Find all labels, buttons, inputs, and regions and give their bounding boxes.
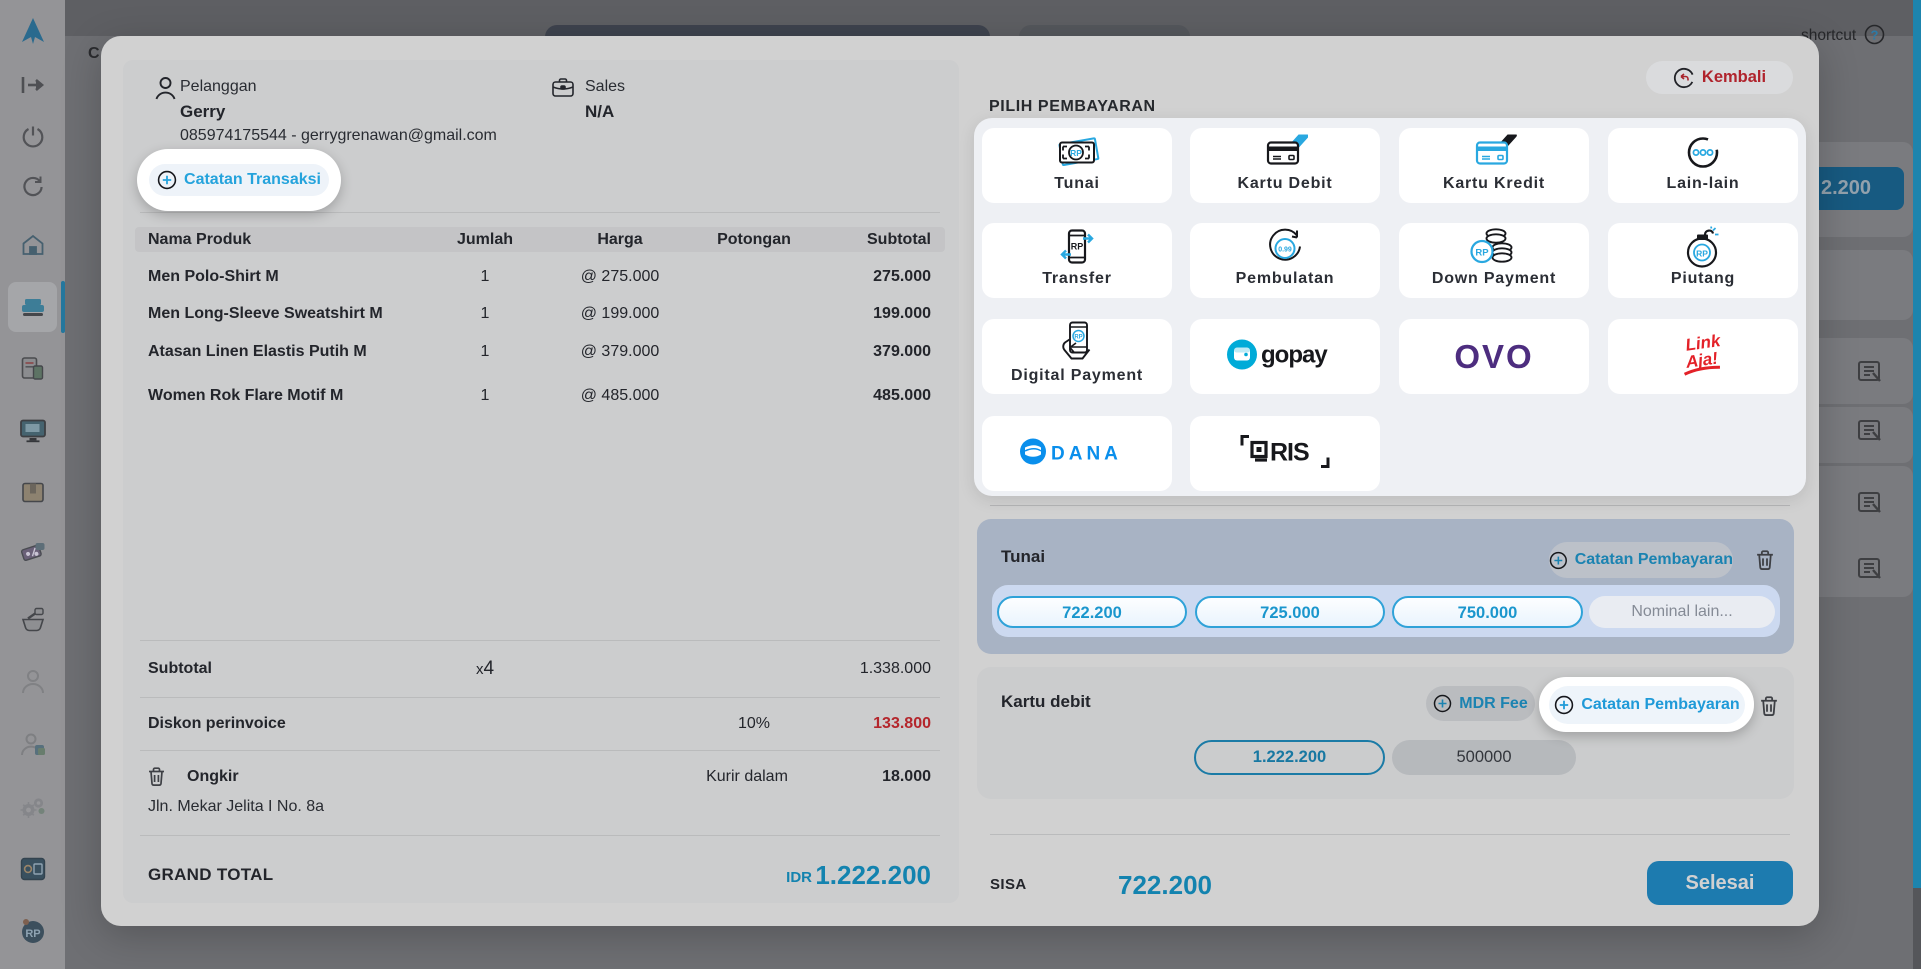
- svg-text:RP: RP: [1074, 335, 1082, 341]
- svg-text:RIS: RIS: [1270, 438, 1309, 466]
- svg-text:RP: RP: [25, 928, 40, 940]
- svg-text:?: ?: [1871, 28, 1879, 43]
- svg-text:RP: RP: [1071, 242, 1084, 252]
- svg-text:RP: RP: [1070, 148, 1082, 158]
- svg-text:RP: RP: [1696, 249, 1708, 259]
- svg-text:Link: Link: [1684, 330, 1723, 354]
- svg-text:DANA: DANA: [1051, 443, 1122, 464]
- svg-text:0.99: 0.99: [1278, 247, 1292, 254]
- svg-text:RP: RP: [1475, 248, 1489, 259]
- svg-text:gopay: gopay: [1261, 341, 1328, 368]
